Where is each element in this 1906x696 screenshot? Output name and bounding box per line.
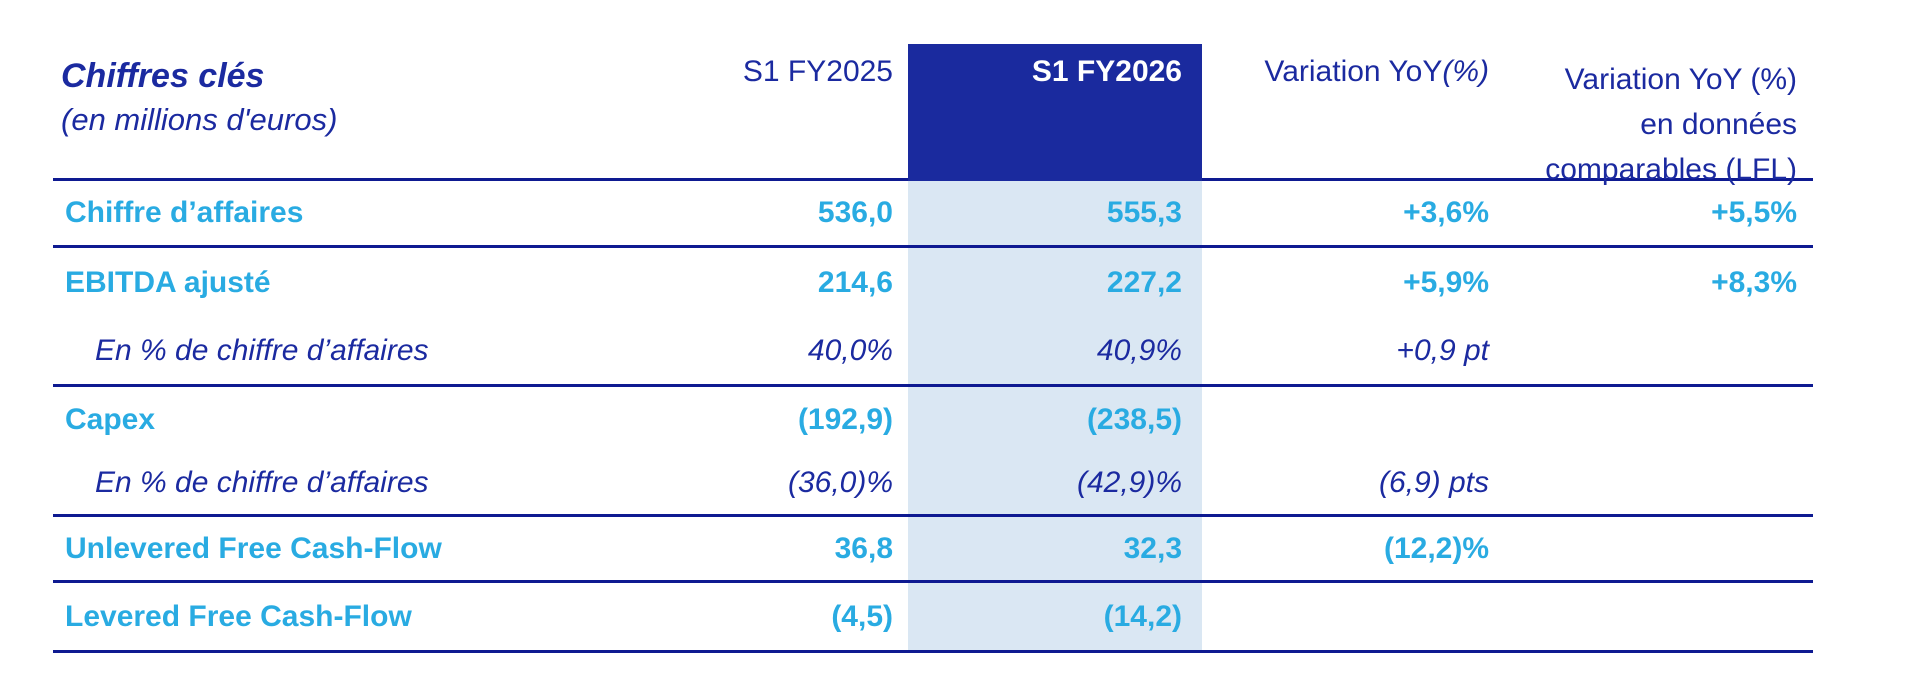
value-yoy: +3,6% (1403, 196, 1489, 229)
table-title-cell: Chiffres clés (en millions d'euros) (53, 44, 693, 192)
table-row-ebitda-pct-ca: En % de chiffre d’affaires 40,0% 40,9% +… (53, 318, 1813, 387)
table-row-unlevered-fcf: Unlevered Free Cash-Flow 36,8 32,3 (12,2… (53, 517, 1813, 583)
table-header-row: Chiffres clés (en millions d'euros) S1 F… (53, 44, 1813, 192)
key-figures-table: Chiffres clés (en millions d'euros) S1 F… (53, 44, 1813, 653)
table-row-capex-pct-ca: En % de chiffre d’affaires (36,0)% (42,9… (53, 452, 1813, 517)
row-label: En % de chiffre d’affaires (95, 334, 429, 367)
value-yoy (1202, 583, 1497, 650)
value-lfl: +8,3% (1711, 266, 1797, 299)
value-fy2025: 36,8 (834, 531, 893, 565)
value-lfl (1497, 583, 1813, 650)
value-fy2025: 214,6 (817, 266, 893, 299)
value-fy2026: 227,2 (908, 248, 1202, 318)
lfl-line-1: Variation YoY (%) (1564, 63, 1797, 96)
value-lfl (1497, 452, 1813, 514)
value-lfl (1497, 387, 1813, 452)
value-fy2025: (36,0)% (787, 466, 893, 499)
value-yoy: (6,9) pts (1378, 466, 1489, 499)
value-fy2026: (14,2) (908, 583, 1202, 650)
value-fy2025: 40,0% (807, 334, 893, 367)
row-label: En % de chiffre d’affaires (95, 466, 429, 499)
variation-yoy-lfl-lines: Variation YoY (%) en données comparables… (1545, 54, 1797, 192)
variation-yoy-label: Variation YoY (1264, 55, 1443, 88)
table-subtitle: (en millions d'euros) (61, 102, 338, 137)
value-fy2026: (238,5) (908, 387, 1202, 452)
column-header-s1-fy2025: S1 FY2025 (742, 55, 893, 88)
table-row-capex: Capex (192,9) (238,5) (53, 387, 1813, 452)
value-fy2026: 555,3 (908, 181, 1202, 245)
value-fy2026: 32,3 (908, 517, 1202, 580)
column-header-variation-yoy-lfl: Variation YoY (%) en données comparables… (1497, 44, 1813, 192)
value-fy2025: (4,5) (831, 599, 893, 633)
table-row-ebitda-ajuste: EBITDA ajusté 214,6 227,2 +5,9% +8,3% (53, 248, 1813, 318)
value-lfl (1497, 318, 1813, 384)
row-label: Levered Free Cash-Flow (65, 599, 412, 633)
value-yoy: +5,9% (1403, 266, 1489, 299)
value-yoy: (12,2)% (1383, 531, 1489, 565)
table-row-levered-fcf: Levered Free Cash-Flow (4,5) (14,2) (53, 583, 1813, 653)
table-title: Chiffres clés (61, 57, 265, 95)
column-header-s1-fy2026: S1 FY2026 (908, 44, 1202, 192)
lfl-line-2: en données (1640, 108, 1797, 141)
table-row-chiffre-daffaires: Chiffre d’affaires 536,0 555,3 +3,6% +5,… (53, 181, 1813, 248)
value-yoy (1202, 387, 1497, 452)
column-header-variation-yoy: Variation YoY (%) (1202, 44, 1497, 192)
value-lfl: +5,5% (1711, 196, 1797, 229)
variation-yoy-pct: (%) (1442, 55, 1489, 88)
row-label: Capex (65, 402, 156, 436)
value-fy2025: 536,0 (817, 196, 893, 229)
value-fy2025: (192,9) (797, 402, 893, 436)
value-yoy: +0,9 pt (1396, 334, 1489, 367)
row-label: Unlevered Free Cash-Flow (65, 531, 442, 565)
value-fy2026: (42,9)% (908, 452, 1202, 514)
value-fy2026: 40,9% (908, 318, 1202, 384)
value-lfl (1497, 517, 1813, 580)
row-label: Chiffre d’affaires (65, 196, 304, 229)
row-label: EBITDA ajusté (65, 266, 271, 299)
lfl-line-3: comparables (LFL) (1545, 153, 1797, 186)
